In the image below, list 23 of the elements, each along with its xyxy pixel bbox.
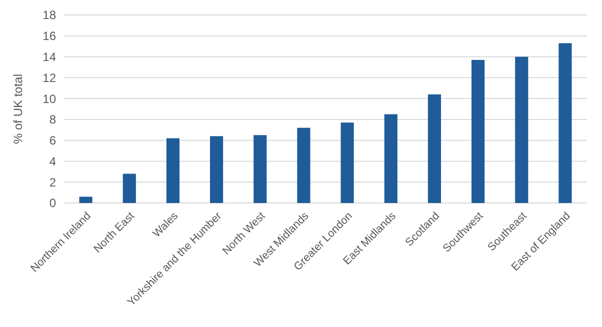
- y-tick-label: 0: [49, 196, 56, 210]
- y-tick-label: 18: [42, 8, 56, 22]
- y-tick-label: 4: [49, 154, 56, 168]
- y-tick-label: 2: [49, 175, 56, 190]
- y-tick-label: 14: [42, 50, 56, 64]
- bar: [210, 136, 224, 203]
- y-tick-label: 8: [49, 112, 56, 127]
- bar: [472, 60, 485, 203]
- y-tick-label: 16: [42, 29, 56, 44]
- bar: [166, 138, 180, 203]
- y-tick-label: 10: [42, 92, 56, 106]
- y-tick-label: 12: [42, 70, 56, 85]
- bar: [384, 114, 398, 203]
- y-axis-title: % of UK total: [11, 74, 25, 144]
- bar: [122, 174, 136, 203]
- bar: [340, 122, 354, 203]
- bar: [515, 56, 528, 203]
- y-tick-label: 6: [49, 134, 56, 148]
- bar: [254, 135, 267, 203]
- bar: [297, 128, 310, 203]
- bar: [79, 196, 92, 203]
- bar: [558, 43, 572, 203]
- bar: [428, 94, 441, 203]
